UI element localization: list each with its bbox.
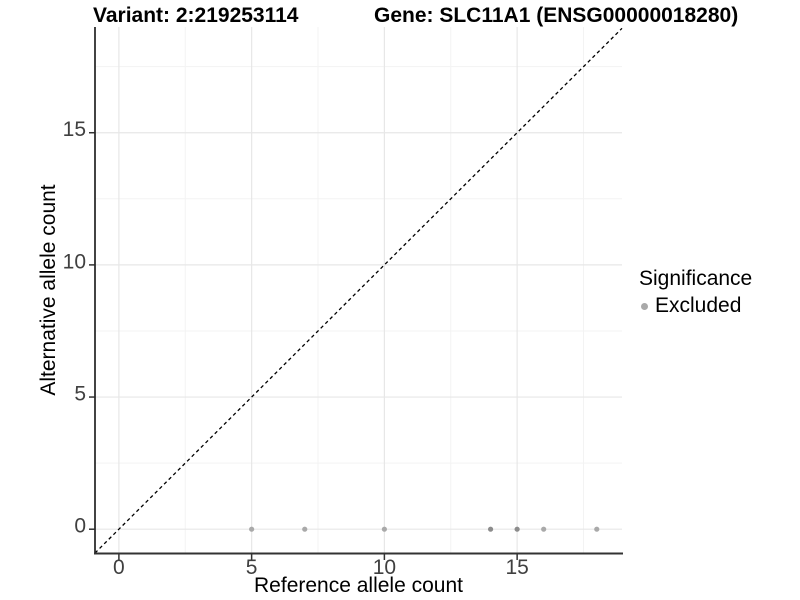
- data-point: [249, 526, 255, 532]
- y-tick-label: 5: [74, 383, 86, 406]
- x-tick-label: 5: [246, 556, 258, 579]
- data-point: [302, 526, 308, 532]
- data-point: [594, 526, 600, 532]
- legend: Significance Excluded: [639, 267, 752, 318]
- y-tick-label: 15: [63, 118, 86, 141]
- x-axis-title: Reference allele count: [254, 574, 463, 597]
- x-tick-label: 15: [505, 556, 528, 579]
- plot-title-gene: Gene: SLC11A1 (ENSG00000018280): [374, 4, 739, 27]
- legend-title: Significance: [639, 267, 753, 290]
- legend-key-dot: [641, 302, 648, 310]
- x-tick-label: 0: [113, 556, 125, 579]
- data-point: [541, 526, 547, 532]
- data-point: [514, 526, 520, 532]
- y-tick-label: 10: [63, 250, 86, 273]
- data-point: [381, 526, 387, 532]
- legend-item-excluded: Excluded: [639, 294, 752, 318]
- data-point: [487, 526, 494, 532]
- legend-item-label: Excluded: [655, 294, 742, 317]
- identity-dashed-line: [94, 27, 623, 554]
- y-tick-label: 0: [74, 515, 86, 538]
- plot-title-variant: Variant: 2:219253114: [93, 4, 299, 27]
- x-tick-label: 10: [373, 556, 396, 579]
- y-axis-title: Alternative allele count: [37, 184, 60, 396]
